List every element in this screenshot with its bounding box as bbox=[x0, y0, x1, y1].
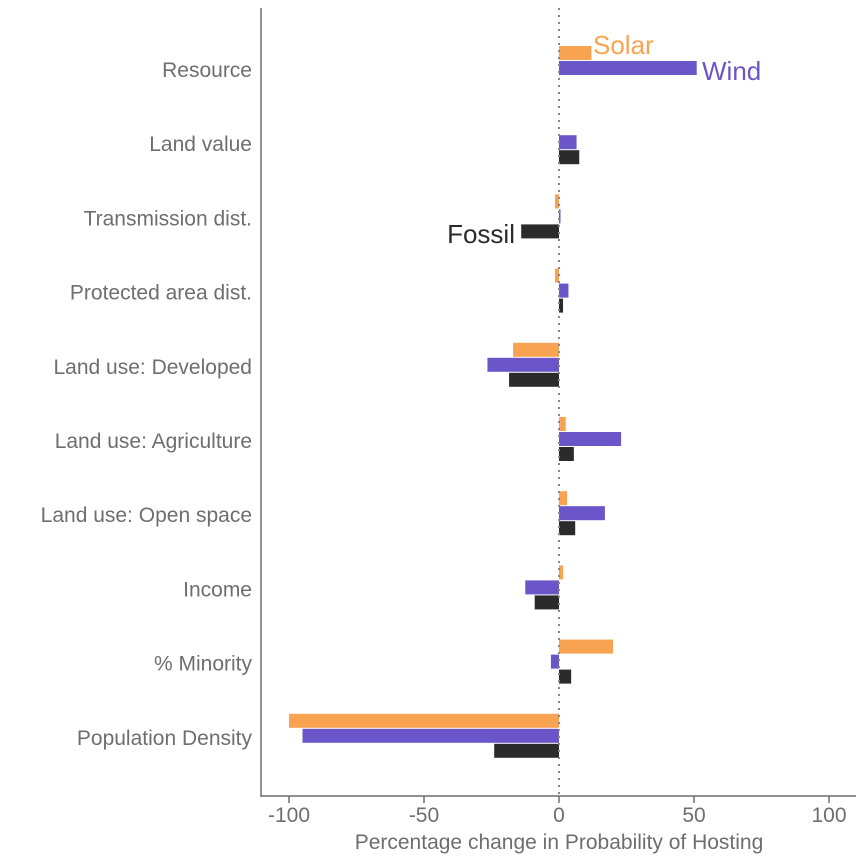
x-tick-label: -100 bbox=[268, 804, 310, 827]
bar-solar-land-use-open-space bbox=[559, 491, 568, 506]
bar-wind-land-use-developed bbox=[487, 357, 559, 372]
category-label-land-use-developed: Land use: Developed bbox=[54, 356, 253, 379]
x-tick-label: 50 bbox=[682, 804, 705, 827]
bars bbox=[289, 46, 697, 758]
series-label-wind: Wind bbox=[702, 56, 761, 86]
category-label-land-use-open-space: Land use: Open space bbox=[41, 504, 252, 527]
bar-wind-land-use-open-space bbox=[559, 506, 605, 521]
bar-fossil-land-use-developed bbox=[509, 372, 559, 387]
bar-fossil-land-use-open-space bbox=[559, 521, 576, 536]
bar-wind-population-density bbox=[302, 728, 559, 743]
category-label-resource: Resource bbox=[162, 59, 252, 82]
bar-fossil-income bbox=[534, 595, 559, 610]
bar-solar-land-use-developed bbox=[513, 342, 559, 357]
bar-wind-resource bbox=[559, 61, 697, 75]
bar-wind-protected-area-dist bbox=[559, 283, 569, 298]
bar-solar-land-use-agriculture bbox=[559, 417, 566, 431]
series-label-fossil: Fossil bbox=[447, 219, 515, 249]
bar-solar-minority bbox=[559, 639, 613, 654]
category-label-transmission-dist: Transmission dist. bbox=[84, 207, 252, 230]
category-label-minority: % Minority bbox=[154, 653, 253, 676]
bar-fossil-transmission-dist bbox=[521, 224, 559, 239]
bar-fossil-land-use-agriculture bbox=[559, 447, 574, 461]
category-label-land-use-agriculture: Land use: Agriculture bbox=[55, 430, 252, 453]
bar-solar-protected-area-dist bbox=[554, 268, 559, 283]
x-axis-title: Percentage change in Probability of Host… bbox=[355, 831, 764, 854]
bar-wind-land-value bbox=[559, 135, 577, 150]
category-label-income: Income bbox=[183, 578, 252, 601]
x-tick-label: 0 bbox=[553, 804, 565, 827]
x-axis-ticks: -100 -50 0 50 100 bbox=[268, 796, 847, 827]
bar-fossil-population-density bbox=[494, 743, 559, 758]
category-labels: Resource Land value Transmission dist. Prot… bbox=[41, 59, 253, 750]
bar-wind-land-use-agriculture bbox=[559, 432, 622, 446]
category-label-protected-area-dist: Protected area dist. bbox=[70, 282, 252, 305]
bar-wind-income bbox=[525, 580, 559, 595]
x-tick-label: 100 bbox=[811, 804, 846, 827]
bar-fossil-minority bbox=[559, 669, 572, 684]
bar-wind-minority bbox=[550, 654, 559, 669]
category-label-population-density: Population Density bbox=[77, 727, 253, 750]
x-tick-label: -50 bbox=[409, 804, 439, 827]
bar-fossil-land-value bbox=[559, 150, 580, 165]
bar-fossil-protected-area-dist bbox=[559, 298, 564, 313]
bar-solar-population-density bbox=[289, 713, 559, 728]
series-label-solar: Solar bbox=[593, 30, 654, 60]
category-label-land-value: Land value bbox=[149, 133, 252, 156]
bar-solar-transmission-dist bbox=[554, 194, 559, 209]
bar-solar-resource bbox=[559, 46, 592, 60]
bar-solar-income bbox=[559, 565, 564, 580]
bar-wind-transmission-dist bbox=[559, 209, 561, 224]
